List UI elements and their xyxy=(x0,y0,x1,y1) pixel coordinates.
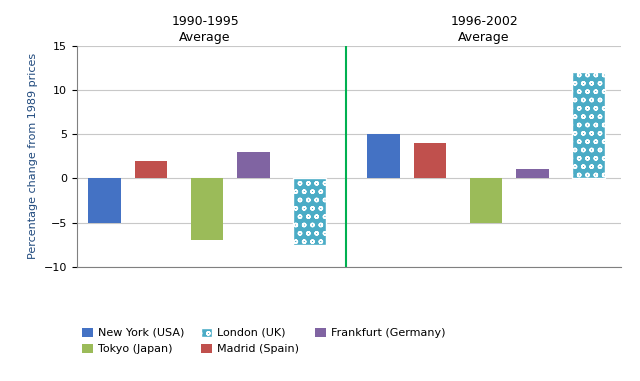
Text: 1990-1995: 1990-1995 xyxy=(172,15,239,28)
Bar xyxy=(572,72,605,178)
Bar xyxy=(135,161,168,178)
Y-axis label: Percentage change from 1989 prices: Percentage change from 1989 prices xyxy=(28,53,38,259)
Bar xyxy=(237,152,269,178)
Bar xyxy=(516,170,548,178)
Bar xyxy=(293,178,326,245)
Text: Average: Average xyxy=(179,30,231,43)
Legend: New York (USA), Tokyo (Japan), London (UK), Madrid (Spain), Frankfurt (Germany): New York (USA), Tokyo (Japan), London (U… xyxy=(83,328,445,354)
Text: 1996-2002: 1996-2002 xyxy=(450,15,518,28)
Bar xyxy=(191,178,223,240)
Bar xyxy=(414,143,447,178)
Bar xyxy=(88,178,121,223)
Bar xyxy=(470,178,502,223)
Bar xyxy=(367,134,400,178)
Text: Average: Average xyxy=(458,30,510,43)
